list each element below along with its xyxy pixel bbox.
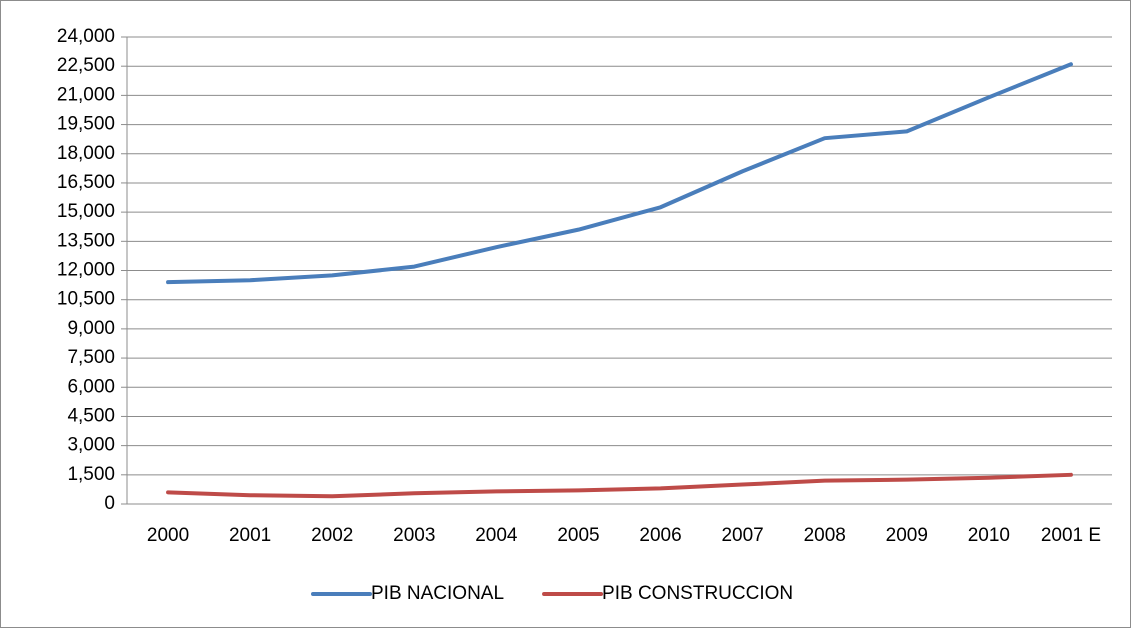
x-tick-label: 2004 — [475, 525, 518, 546]
y-tick-label: 9,000 — [67, 318, 115, 339]
y-tick-label: 22,500 — [57, 55, 115, 76]
y-tick-label: 24,000 — [57, 26, 115, 47]
y-tick-label: 7,500 — [67, 347, 115, 368]
legend-label: PIB CONSTRUCCION — [602, 583, 793, 604]
y-tick-label: 21,000 — [57, 84, 115, 105]
x-tick-label: 2005 — [557, 525, 599, 546]
y-tick-label: 4,500 — [67, 405, 115, 426]
x-tick-label: 2003 — [393, 525, 435, 546]
y-tick-label: 1,500 — [67, 464, 115, 485]
x-tick-label: 2001 — [229, 525, 271, 546]
x-tick-label: 2002 — [311, 525, 353, 546]
y-tick-label: 10,500 — [57, 289, 115, 310]
y-tick-label: 13,500 — [57, 230, 115, 251]
y-tick-label: 16,500 — [57, 172, 115, 193]
y-tick-label: 15,000 — [57, 201, 115, 222]
series-line — [166, 62, 1073, 285]
x-tick-label: 2008 — [804, 525, 846, 546]
x-tick-label: 2007 — [721, 525, 763, 546]
series-line — [166, 472, 1073, 499]
y-tick-label: 3,000 — [67, 435, 115, 456]
legend-label: PIB NACIONAL — [371, 583, 504, 604]
y-tick-label: 6,000 — [67, 376, 115, 397]
x-tick-label: 2009 — [886, 525, 928, 546]
y-tick-label: 19,500 — [57, 114, 115, 135]
x-tick-label: 2000 — [147, 525, 189, 546]
y-tick-label: 18,000 — [57, 143, 115, 164]
x-tick-label: 2010 — [968, 525, 1010, 546]
y-tick-label: 12,000 — [57, 260, 115, 281]
x-tick-label: 2001 E — [1041, 525, 1101, 546]
x-tick-label: 2006 — [639, 525, 681, 546]
y-tick-label: 0 — [104, 493, 115, 514]
